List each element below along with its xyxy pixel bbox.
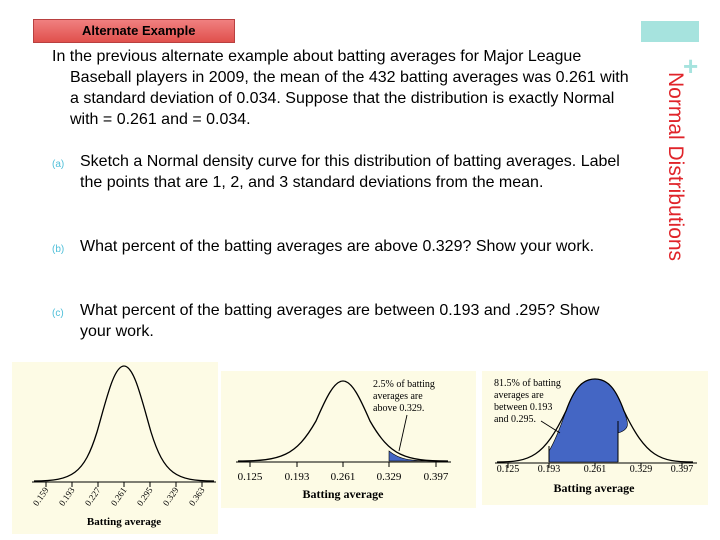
tick-label: 0.329: [161, 485, 181, 508]
tick-label: 0.227: [83, 485, 103, 508]
density-curve: [33, 365, 215, 482]
tick-label: 0.329: [377, 471, 402, 483]
annotation-line: above 0.329.: [373, 403, 424, 414]
question-c-marker: (c): [52, 308, 64, 319]
question-a-text: Sketch a Normal density curve for this d…: [80, 153, 620, 191]
tick-label: 0.329: [630, 464, 653, 475]
tick-marks: [45, 482, 203, 487]
question-b-marker: (b): [52, 244, 65, 255]
tick-label: 0.125: [238, 471, 263, 483]
figure-middle-region-svg: 0.125 0.193 0.261 0.329 0.397 Batting av…: [494, 378, 697, 495]
density-curve: [237, 380, 449, 462]
density-curve: [496, 378, 694, 463]
tick-label: 0.363: [187, 485, 207, 508]
figure-upper-tail: 0.125 0.193 0.261 0.329 0.397 Batting av…: [221, 371, 476, 508]
figure-normal-curve: 0.159 0.193 0.227 0.261 0.295 0.329 0.36…: [12, 362, 218, 534]
intro-paragraph: In the previous alternate example about …: [52, 48, 629, 128]
header-label: Alternate Example: [82, 23, 196, 38]
tick-label: 0.193: [538, 464, 561, 475]
tick-label: 0.193: [285, 471, 310, 483]
figure-upper-tail-svg: 0.125 0.193 0.261 0.329 0.397 Batting av…: [236, 379, 451, 501]
side-title: Normal Distributions: [664, 72, 687, 262]
tick-label: 0.397: [671, 464, 694, 475]
question-a-marker: (a): [52, 159, 65, 170]
slide-header-box: Alternate Example: [33, 19, 235, 43]
figure-middle-region: 0.125 0.193 0.261 0.329 0.397 Batting av…: [482, 371, 708, 505]
plus-icon: +: [683, 51, 699, 81]
tick-marks: [249, 462, 437, 467]
question-c-text: What percent of the batting averages are…: [80, 302, 600, 340]
tick-marks: [507, 463, 683, 468]
question-b: (b) What percent of the batting averages…: [52, 236, 627, 257]
annotation-line: 81.5% of batting: [494, 378, 561, 389]
decorative-teal-bar: [641, 21, 699, 42]
tick-label: 0.125: [497, 464, 520, 475]
tick-label: 0.261: [584, 464, 607, 475]
tick-label: 0.295: [135, 485, 155, 508]
question-a: (a) Sketch a Normal density curve for th…: [52, 151, 627, 193]
x-axis-label: Batting average: [554, 481, 636, 495]
tick-label: 0.193: [57, 485, 77, 508]
question-c: (c) What percent of the batting averages…: [52, 300, 627, 342]
x-axis-label: Batting average: [303, 487, 385, 501]
tick-label: 0.261: [109, 485, 129, 507]
figure-normal-curve-svg: 0.159 0.193 0.227 0.261 0.295 0.329 0.36…: [31, 365, 216, 528]
annotation-line: between 0.193: [494, 402, 552, 413]
tick-label: 0.159: [31, 485, 51, 508]
annotation-line: averages are: [494, 390, 544, 401]
annotation-line: 2.5% of batting: [373, 379, 435, 390]
tick-label: 0.261: [331, 471, 356, 483]
x-axis-label: Batting average: [87, 516, 161, 528]
annotation-line: and 0.295.: [494, 414, 536, 425]
question-b-text: What percent of the batting averages are…: [80, 238, 595, 255]
annotation-pointer: [540, 420, 561, 434]
annotation-pointer: [398, 414, 408, 452]
annotation-line: averages are: [373, 391, 423, 402]
tick-label: 0.397: [424, 471, 449, 483]
